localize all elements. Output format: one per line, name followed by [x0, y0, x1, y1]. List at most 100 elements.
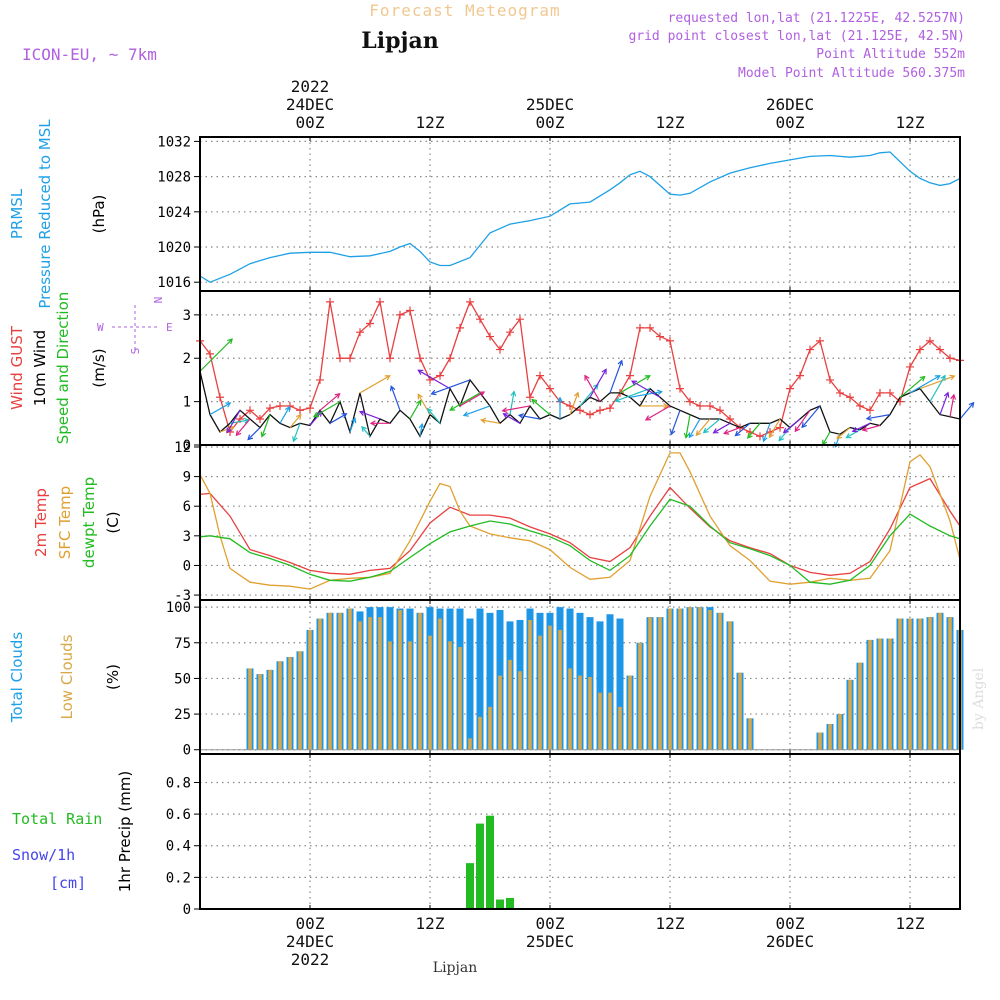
gust-marker: [696, 401, 704, 410]
wind-arrow-head: [656, 389, 663, 396]
gust-marker: [776, 423, 784, 432]
bar-low-clouds: [618, 706, 622, 750]
y-tick-label: 6: [183, 499, 191, 515]
wind-direction-arrow: [959, 402, 975, 420]
bar-low-clouds: [878, 638, 882, 750]
bar-rain: [476, 823, 484, 909]
wind-arrow-head: [617, 359, 624, 366]
wind-arrow-head: [430, 389, 437, 396]
gust-marker: [456, 323, 464, 332]
bar-low-clouds: [728, 621, 732, 750]
gust-marker: [876, 388, 884, 397]
bar-low-clouds: [938, 612, 942, 750]
gust-marker: [376, 297, 384, 306]
bar-low-clouds: [908, 618, 912, 750]
panel-label: (C): [104, 511, 122, 533]
wind-arrow-head: [943, 391, 950, 398]
gust-marker: [606, 404, 614, 413]
bar-total-clouds: [616, 618, 624, 750]
bar-low-clouds: [398, 609, 402, 750]
wind-direction-arrow: [688, 418, 701, 438]
gust-marker: [416, 354, 424, 363]
wind-direction-arrow: [609, 360, 623, 394]
bar-low-clouds: [828, 724, 832, 750]
bar-low-clouds: [488, 706, 492, 750]
wind-arrow-head: [417, 369, 424, 375]
y-tick-label: 1016: [157, 275, 191, 291]
gust-marker: [356, 328, 364, 337]
bar-low-clouds: [688, 607, 692, 750]
wind-arrow-head: [644, 375, 651, 381]
top-time-label: 12Z: [656, 113, 685, 132]
gust-marker: [496, 345, 504, 354]
gust-marker: [846, 393, 854, 402]
bar-low-clouds: [458, 647, 462, 750]
bar-low-clouds: [348, 608, 352, 750]
panel-label: 10m Wind: [31, 330, 49, 406]
bar-low-clouds: [258, 674, 262, 750]
bar-low-clouds: [308, 629, 312, 750]
bar-low-clouds: [578, 675, 582, 750]
top-time-label: 2022: [291, 77, 330, 96]
bar-total-clouds: [596, 621, 604, 750]
wind-arrow-head: [501, 407, 508, 413]
wind-arrow-head: [462, 411, 469, 417]
compass-east: E: [166, 321, 173, 334]
wind-direction-arrow: [531, 399, 551, 416]
wind-direction-arrow: [459, 391, 485, 407]
bar-low-clouds: [298, 651, 302, 750]
pressure-panel: 1016 1020 1024 1028 1032 PRMSL Pressure Reduce…: [8, 119, 961, 309]
bar-low-clouds: [528, 619, 532, 750]
gust-marker: [466, 297, 474, 306]
wind-arrow-head: [669, 429, 676, 436]
wind-direction-arrow: [418, 369, 451, 390]
gust-marker: [636, 323, 644, 332]
gust-marker: [906, 362, 914, 371]
y-tick-label: 9: [183, 470, 191, 486]
wind-direction-arrow: [279, 406, 291, 424]
wind-arrow-head: [663, 403, 670, 409]
wind-arrow-head: [782, 427, 789, 434]
wind-direction-arrow: [747, 422, 761, 439]
y-tick-label: 12: [174, 440, 191, 456]
gust-marker: [786, 384, 794, 393]
panel-frame: [199, 290, 961, 446]
bar-low-clouds: [568, 668, 572, 750]
point-altitude: Point Altitude 552m: [816, 47, 965, 62]
bar-total-clouds: [476, 608, 484, 750]
wind-arrow-head: [557, 396, 563, 403]
bar-low-clouds: [448, 641, 452, 750]
wind-arrow-head: [361, 425, 367, 432]
wind-direction-arrow: [724, 427, 741, 434]
bar-low-clouds: [708, 609, 712, 750]
bar-low-clouds: [888, 638, 892, 750]
footer-location: Lipjan: [433, 960, 477, 976]
wind-direction-arrow: [629, 391, 662, 398]
wind-arrow-head: [350, 417, 357, 424]
wind-direction-arrow: [778, 427, 791, 441]
wind-direction-arrow: [619, 375, 651, 394]
wind-arrow-head: [778, 435, 785, 442]
wind-arrow-head: [702, 427, 709, 434]
bottom-time-label: 00Z: [536, 914, 565, 933]
wind-arrow-head: [949, 374, 956, 381]
wind-direction-arrow: [419, 424, 423, 437]
bar-total-clouds: [466, 618, 474, 750]
wind-direction-arrow: [359, 375, 391, 394]
bar-low-clouds: [668, 608, 672, 750]
wind-direction-arrow: [584, 375, 601, 402]
compass-north: N: [152, 297, 165, 304]
top-time-label: 12Z: [416, 113, 445, 132]
series-line-sfc-temp: [199, 452, 961, 590]
wind-direction-arrow: [685, 414, 691, 438]
gust-marker: [856, 401, 864, 410]
wind-arrow-head: [836, 433, 843, 440]
grid-point-coords: grid point closest lon,lat (21.125E, 42.…: [628, 29, 965, 44]
panel-frame: [199, 444, 961, 601]
wind-arrow-head: [940, 374, 946, 381]
gust-marker: [656, 332, 664, 341]
wind-arrow-head: [614, 396, 621, 403]
wind-direction-arrow: [949, 394, 955, 417]
model-label: ICON-EU, ~ 7km: [22, 45, 157, 64]
